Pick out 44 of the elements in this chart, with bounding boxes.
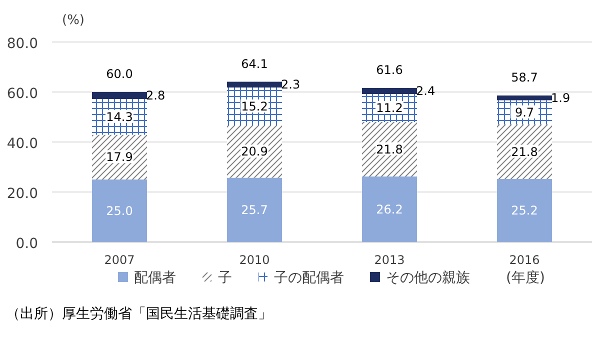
data-label: 25.7 bbox=[241, 202, 268, 217]
y-tick-label: 20.0 bbox=[6, 186, 38, 202]
bar bbox=[362, 88, 417, 94]
x-tick-label: 2013 bbox=[374, 253, 405, 267]
total-label: 60.0 bbox=[106, 67, 133, 81]
data-label: 1.9 bbox=[551, 90, 570, 105]
bar bbox=[227, 126, 282, 178]
data-label: 20.9 bbox=[241, 144, 268, 159]
total-label: 64.1 bbox=[241, 56, 268, 71]
legend-label: 子 bbox=[218, 270, 232, 286]
total-label: 61.6 bbox=[376, 63, 403, 77]
bar bbox=[497, 124, 552, 179]
legend-label: 配偶者 bbox=[134, 270, 176, 286]
data-label: 9.7 bbox=[514, 105, 534, 120]
x-tick-label: 2007 bbox=[104, 253, 135, 267]
data-label: 26.2 bbox=[376, 202, 403, 216]
data-label: 25.2 bbox=[511, 204, 538, 218]
bar bbox=[227, 82, 282, 88]
y-tick-label: 40.0 bbox=[6, 136, 38, 152]
y-tick-label: 80.0 bbox=[6, 36, 38, 52]
bar bbox=[92, 180, 147, 242]
bar bbox=[362, 176, 417, 242]
data-label: 21.8 bbox=[376, 142, 403, 156]
data-label: 21.8 bbox=[511, 144, 538, 159]
bar bbox=[497, 96, 552, 100]
x-tick-label: 2010 bbox=[239, 253, 270, 267]
data-label: 17.9 bbox=[106, 150, 133, 164]
bar bbox=[497, 179, 552, 242]
legend-label: 子の配偶者 bbox=[274, 270, 344, 286]
legend-label: その他の親族 bbox=[386, 270, 470, 286]
data-label: 11.2 bbox=[376, 101, 403, 115]
y-tick-label: 0.0 bbox=[16, 236, 38, 252]
y-tick-label: 60.0 bbox=[6, 86, 38, 102]
x-tick-label: 2016 bbox=[509, 253, 540, 267]
data-label: 15.2 bbox=[241, 100, 268, 114]
y-axis-title: (%) bbox=[62, 13, 84, 28]
bar bbox=[227, 178, 282, 242]
x-axis-title: (年度) bbox=[506, 270, 545, 286]
total-label: 58.7 bbox=[511, 70, 538, 84]
data-label: 14.3 bbox=[106, 110, 133, 124]
bar bbox=[92, 92, 147, 99]
data-label: 25.0 bbox=[106, 204, 133, 218]
bar bbox=[362, 122, 417, 176]
text: （出所）厚生労働省「国民生活基礎調査」 bbox=[6, 306, 272, 322]
